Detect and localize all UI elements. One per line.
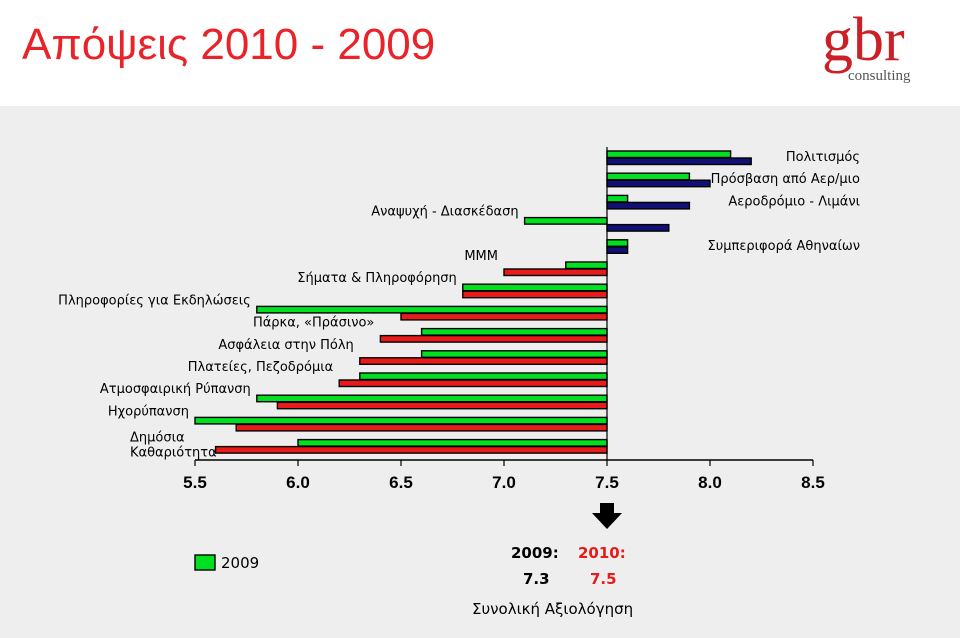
- category-label: Ατμοσφαιρική Ρύπανση: [100, 382, 251, 397]
- category-label: Αναψυχή - Διασκέδαση: [371, 205, 518, 220]
- bar-2009: [194, 416, 608, 425]
- category-label: Πάρκα, «Πράσινο»: [253, 316, 374, 331]
- bar-2010: [462, 290, 608, 299]
- bar-2009: [462, 283, 608, 292]
- bar-2010: [338, 379, 608, 388]
- bar-2010: [606, 223, 670, 232]
- bar-2010: [400, 312, 608, 321]
- bar-2010: [606, 157, 752, 166]
- legend-label-2009: 2009: [221, 554, 259, 572]
- bar-2010: [503, 268, 608, 277]
- ratings-bar-chart: Πολιτισμός Πρόσβαση από Αερ/μιο Αεροδρόμιο…: [58, 147, 860, 618]
- bar-2009: [523, 216, 608, 225]
- bar-2010: [606, 246, 629, 255]
- category-label: Πολιτισμός: [786, 150, 860, 165]
- x-tick-label: 8.5: [801, 473, 825, 492]
- category-label: Σήματα & Πληροφόρηση: [297, 271, 457, 286]
- bar-2009: [420, 350, 608, 359]
- overall-2010-value: 7.5: [590, 570, 617, 588]
- page-title: Απόψεις 2010 - 2009: [22, 20, 436, 69]
- svg-text:gbr: gbr: [822, 6, 905, 74]
- bar-2009: [565, 261, 608, 270]
- bar-2010: [214, 445, 608, 454]
- overall-2009-label: 2009:: [511, 544, 559, 562]
- category-label: Ασφάλεια στην Πόλη: [218, 338, 353, 353]
- bar-2009: [256, 394, 608, 403]
- bar-2010: [606, 179, 711, 188]
- bar-2009: [297, 438, 608, 447]
- bar-2009: [606, 150, 732, 159]
- x-tick-label: 7.0: [492, 473, 516, 492]
- x-tick-label: 6.0: [286, 473, 310, 492]
- bar-2009: [420, 327, 608, 336]
- overall-2010-label: 2010:: [578, 544, 626, 562]
- category-label: Δημόσια: [130, 431, 185, 446]
- gbr-consulting-logo: gbr consulting: [822, 6, 911, 84]
- bar-2010: [235, 423, 608, 432]
- bar-2009: [606, 172, 691, 181]
- category-label: Ηχορύπανση: [108, 404, 189, 419]
- overall-caption: Συνολική Αξιολόγηση: [472, 600, 633, 618]
- x-tick-label: 7.5: [595, 473, 619, 492]
- bar-2010: [606, 201, 691, 210]
- category-label: ΜΜΜ: [464, 249, 498, 264]
- x-tick-label: 8.0: [698, 473, 722, 492]
- svg-text:consulting: consulting: [848, 68, 911, 84]
- category-label: Αεροδρόμιο - Λιμάνι: [728, 194, 860, 209]
- bar-2009: [256, 305, 608, 314]
- x-tick-label: 5.5: [183, 473, 207, 492]
- bar-2010: [379, 334, 608, 343]
- overall-2009-value: 7.3: [523, 570, 550, 588]
- chart-panel: Πολιτισμός Πρόσβαση από Αερ/μιο Αεροδρόμιο…: [0, 106, 960, 638]
- category-label: Πρόσβαση από Αερ/μιο: [711, 172, 860, 187]
- bar-2010: [276, 401, 608, 410]
- bar-2009: [606, 239, 629, 248]
- category-label: Καθαριότητα: [130, 446, 217, 461]
- bar-2009: [359, 372, 608, 381]
- legend-swatch-2009: [194, 554, 216, 571]
- category-label: Πλατείες, Πεζοδρόμια: [188, 360, 333, 375]
- down-arrow-icon: [592, 503, 622, 529]
- category-label: Συμπεριφορά Αθηναίων: [708, 239, 860, 254]
- category-label: Πληροφορίες για Εκδηλώσεις: [58, 293, 251, 308]
- bar-2009: [606, 194, 629, 203]
- x-tick-label: 6.5: [389, 473, 413, 492]
- bar-2010: [359, 357, 608, 366]
